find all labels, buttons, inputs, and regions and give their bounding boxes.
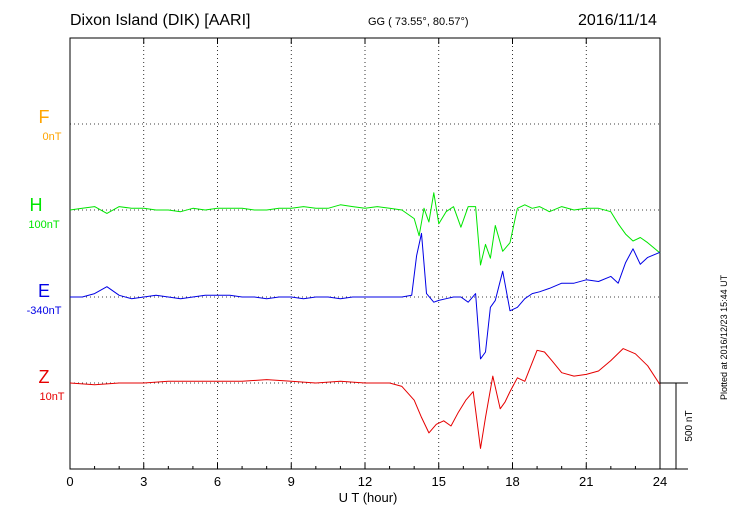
x-tick-label: 18 [505,474,519,489]
x-tick-label: 0 [66,474,73,489]
scale-bar-label: 500 nT [684,410,695,441]
channel-baseline-f: 0nT [42,131,62,143]
x-tick-label: 3 [140,474,147,489]
channel-baseline-z: 10nT [39,391,65,403]
x-tick-label: 15 [432,474,446,489]
observation-date: 2016/11/14 [578,12,657,29]
series-line-h [69,192,661,266]
x-tick-label: 6 [214,474,221,489]
channel-label-e: E [37,281,50,301]
x-tick-label: 24 [653,474,667,489]
geographic-coordinates: GG ( 73.55°, 80.57°) [368,16,469,28]
x-tick-label: 9 [288,474,295,489]
scale-bar: 500 nT [660,382,695,470]
series-line-e [70,232,661,360]
grid-lines [70,38,660,469]
station-title: Dixon Island (DIK) [AARI] [70,12,251,29]
x-tick-label: 12 [358,474,372,489]
x-tick-label: 21 [579,474,593,489]
channel-baseline-h: 100nT [28,219,60,231]
channel-label-f: F [38,107,50,127]
x-axis-ticks: 0 3 6 9 12 15 18 21 24 [66,38,667,489]
channel-label-h: H [29,195,43,215]
x-axis-label: U T (hour) [339,490,398,505]
channel-label-z: Z [38,367,50,387]
series-line-z [69,348,661,449]
channel-baseline-e: -340nT [26,305,62,317]
data-traces [69,192,661,449]
